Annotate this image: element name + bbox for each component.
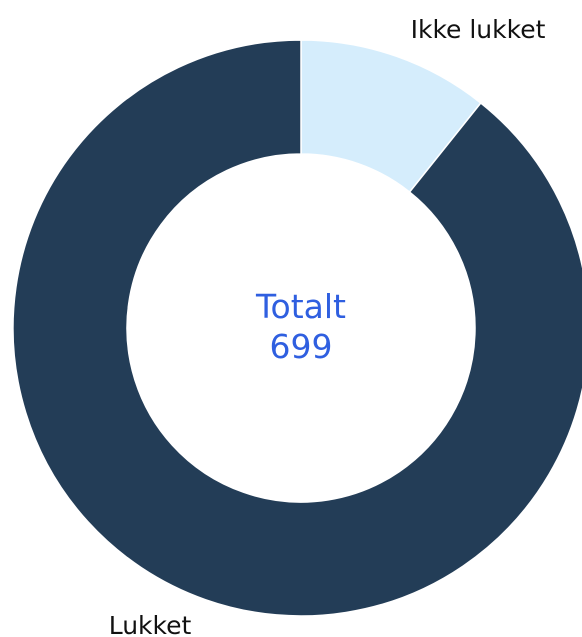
slice-label-ikke-lukket: Ikke lukket <box>411 15 546 44</box>
slice-label-lukket: Lukket <box>109 611 192 637</box>
slice-labels-layer: Ikke lukket Lukket <box>109 15 546 637</box>
donut-slice-lukket <box>12 39 582 617</box>
center-title: Totalt <box>255 287 346 326</box>
center-total-value: 699 <box>270 327 333 366</box>
slices-layer <box>12 39 582 617</box>
